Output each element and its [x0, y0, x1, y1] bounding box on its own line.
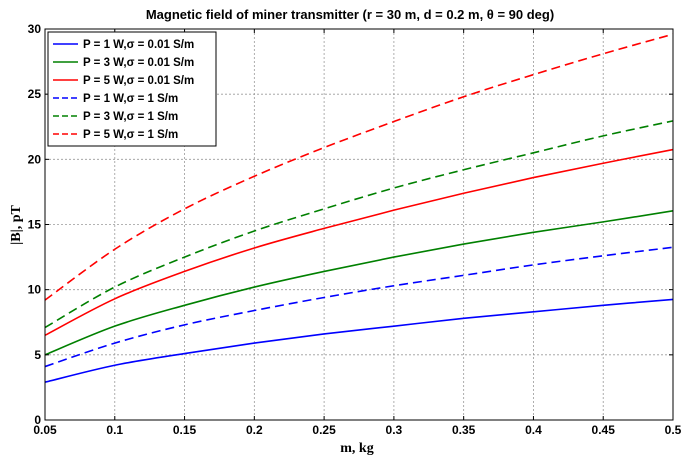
y-tick-label: 25 — [28, 87, 42, 101]
x-tick-label: 0.15 — [173, 423, 197, 437]
x-tick-label: 0.1 — [106, 423, 123, 437]
y-tick-label: 20 — [28, 152, 42, 166]
x-tick-label: 0.4 — [525, 423, 542, 437]
y-axis-label: |B|, pT — [9, 205, 24, 245]
series-line-3 — [44, 148, 674, 336]
legend-label: P = 3 W,σ = 0.01 S/m — [83, 57, 194, 69]
x-tick-label: 0.3 — [386, 423, 403, 437]
series-line-2 — [44, 210, 674, 356]
series-line-4 — [44, 246, 674, 368]
x-tick-label: 0.2 — [246, 423, 263, 437]
series-line-5 — [44, 120, 674, 329]
x-axis-label: m, kg — [340, 441, 373, 456]
series-lines — [44, 33, 674, 383]
legend-label: P = 1 W,σ = 1 S/m — [83, 93, 178, 105]
x-tick-label: 0.35 — [452, 423, 476, 437]
y-tick-label: 15 — [28, 218, 42, 232]
legend-box — [47, 31, 217, 147]
y-tick-label: 10 — [28, 283, 42, 297]
x-tick-label: 0.5 — [665, 423, 682, 437]
legend: P = 1 W,σ = 0.01 S/m P = 3 W,σ = 0.01 S/m… — [47, 31, 217, 147]
x-tick-label: 0.05 — [33, 423, 57, 437]
series-line-6 — [44, 33, 674, 301]
series-line-1 — [44, 298, 674, 383]
legend-label: P = 5 W,σ = 1 S/m — [83, 129, 178, 141]
y-tick-label: 5 — [34, 348, 41, 362]
legend-label: P = 5 W,σ = 0.01 S/m — [83, 75, 194, 87]
legend-label: P = 3 W,σ = 1 S/m — [83, 111, 178, 123]
x-tick-label: 0.45 — [592, 423, 616, 437]
grid — [45, 29, 673, 420]
y-tick-label: 30 — [28, 22, 42, 36]
legend-label: P = 1 W,σ = 0.01 S/m — [83, 39, 194, 51]
y-tick-label: 0 — [34, 413, 41, 427]
x-tick-label: 0.25 — [312, 423, 336, 437]
axis-ticks: 0.05 0.1 0.15 0.2 0.25 0.3 0.35 0.4 0.45 0.5 0 5 10 1… — [28, 22, 682, 437]
chart-title: Magnetic field of miner transmitter (r =… — [146, 7, 554, 22]
